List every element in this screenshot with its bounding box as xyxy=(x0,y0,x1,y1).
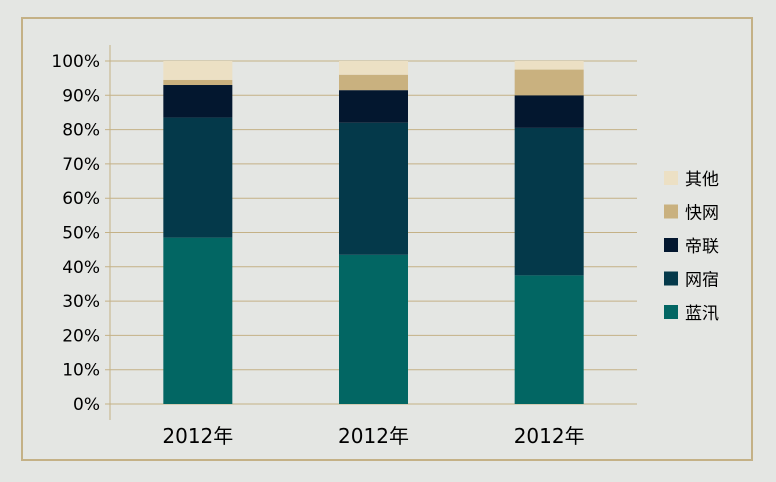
legend-label: 帝联 xyxy=(685,237,719,257)
y-tick-label: 90% xyxy=(62,86,100,106)
bar-segment xyxy=(163,117,233,238)
x-tick-label: 2012年 xyxy=(514,424,585,448)
y-tick-label: 0% xyxy=(73,395,100,415)
x-tick-label: 2012年 xyxy=(162,424,233,448)
bar-segment xyxy=(339,90,408,123)
legend-label: 蓝汛 xyxy=(685,304,719,324)
bar-segment xyxy=(514,95,584,128)
y-tick-label: 80% xyxy=(62,121,100,141)
legend-swatch xyxy=(664,305,678,319)
legend-swatch xyxy=(664,238,678,252)
x-tick-labels: 2012年 2012年 2012年 xyxy=(162,424,584,448)
legend-swatch xyxy=(664,204,678,219)
bar-segment xyxy=(339,122,408,255)
bars xyxy=(163,61,584,404)
legend-label: 网宿 xyxy=(685,271,719,291)
bar-segment xyxy=(514,275,584,404)
bar-segment xyxy=(339,61,408,75)
y-tick-label: 60% xyxy=(62,189,100,209)
bar-segment xyxy=(514,127,584,276)
y-tick-label: 70% xyxy=(62,155,100,175)
y-tick-label: 50% xyxy=(62,224,100,244)
legend-swatch xyxy=(664,171,678,185)
bar-segment xyxy=(163,237,233,404)
legend-label: 快网 xyxy=(685,204,719,224)
bar-segment xyxy=(514,69,584,96)
legend-swatch xyxy=(664,271,678,286)
bar-segment xyxy=(339,254,408,404)
y-tick-label: 20% xyxy=(62,326,100,346)
y-tick-label: 10% xyxy=(62,361,100,381)
chart-frame xyxy=(21,17,753,461)
y-tick-labels: 0% 10% 20% 30% 40% 50% 60% 70% 80% 90% 100% xyxy=(51,52,100,415)
y-tick-label: 40% xyxy=(62,258,100,278)
legend-label: 其他 xyxy=(685,170,719,190)
y-tick-label: 30% xyxy=(62,292,100,312)
bar-segment xyxy=(514,61,584,70)
bar-segment xyxy=(163,79,233,86)
y-tick-label: 100% xyxy=(51,52,100,72)
x-tick-label: 2012年 xyxy=(338,424,409,448)
bar-segment xyxy=(339,74,408,91)
bar-segment xyxy=(163,61,233,80)
bar-segment xyxy=(163,85,233,118)
